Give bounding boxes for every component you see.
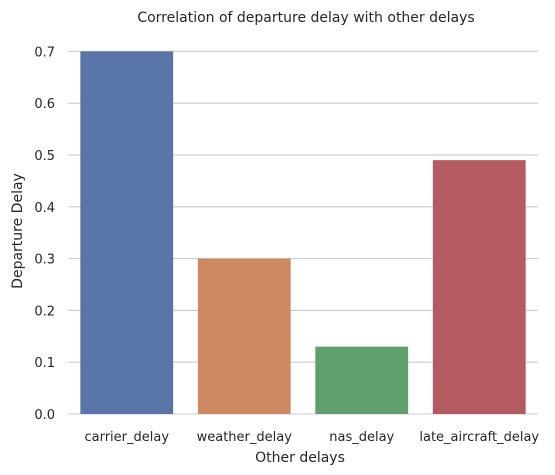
x-tick-label: nas_delay <box>329 430 394 445</box>
x-axis-label: Other delays <box>255 450 345 466</box>
y-tick-label: 0.0 <box>34 408 55 423</box>
bars <box>80 51 525 414</box>
x-tick-label: weather_delay <box>197 430 293 445</box>
x-axis-ticks: carrier_delay weather_delay nas_delay late_… <box>84 430 539 445</box>
y-tick-label: 0.5 <box>34 149 55 164</box>
x-tick-label: late_aircraft_delay <box>419 430 539 445</box>
bar-weather-delay <box>198 259 291 414</box>
y-axis-ticks: 0.0 0.1 0.2 0.3 0.4 0.5 0.6 0.7 <box>34 45 55 423</box>
chart-title: Correlation of departure delay with othe… <box>137 10 474 26</box>
y-tick-label: 0.2 <box>34 304 55 319</box>
y-tick-label: 0.4 <box>34 201 55 216</box>
y-tick-label: 0.7 <box>34 45 55 60</box>
x-tick-label: carrier_delay <box>84 430 169 445</box>
bar-late-aircraft-delay <box>433 160 526 414</box>
bar-nas-delay <box>315 347 408 414</box>
y-tick-label: 0.6 <box>34 97 55 112</box>
y-axis-label: Departure Delay <box>10 173 26 289</box>
bar-carrier-delay <box>80 51 173 414</box>
y-tick-label: 0.1 <box>34 356 55 371</box>
y-tick-label: 0.3 <box>34 253 55 268</box>
